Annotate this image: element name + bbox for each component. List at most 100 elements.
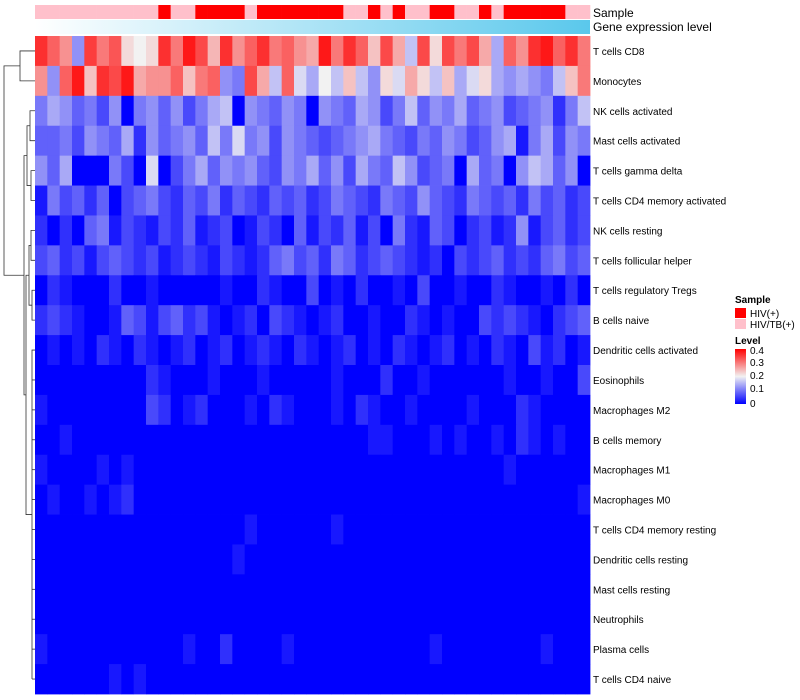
heatmap-cell — [244, 604, 258, 635]
heatmap-cell — [306, 544, 320, 575]
heatmap-cell — [47, 544, 61, 575]
heatmap-cell — [146, 664, 159, 695]
heatmap-cell — [170, 275, 184, 306]
heatmap-cell — [207, 36, 221, 67]
heatmap-cell — [170, 335, 184, 366]
heatmap-cell — [220, 454, 233, 486]
sample-cell — [577, 5, 591, 19]
heatmap-cell — [503, 245, 517, 276]
heatmap-cell — [466, 604, 480, 635]
heatmap-cell — [158, 574, 172, 605]
heatmap-cell — [146, 604, 159, 635]
heatmap-cell — [121, 454, 135, 486]
heatmap-cell — [96, 185, 110, 216]
heatmap-cell — [503, 454, 517, 486]
heatmap-cell — [479, 36, 492, 67]
heatmap-cell — [220, 245, 233, 276]
heatmap-cell — [479, 215, 492, 246]
heatmap-cell — [146, 36, 159, 67]
heatmap-cell — [47, 514, 61, 545]
heatmap-cell — [392, 36, 406, 67]
heatmap-cell — [368, 544, 381, 575]
heatmap-cell — [565, 604, 579, 635]
heatmap-cell — [442, 305, 455, 336]
heatmap-cell — [343, 155, 357, 186]
heatmap-cell — [158, 65, 172, 97]
sample-cell — [59, 5, 73, 19]
heatmap-cell — [466, 394, 480, 426]
heatmap-cell — [121, 514, 135, 545]
heatmap-cell — [47, 65, 61, 97]
heatmap-cell — [158, 305, 172, 336]
heatmap-cell — [195, 484, 209, 515]
heatmap-cell — [516, 574, 529, 605]
heatmap-cell — [59, 574, 73, 605]
heatmap-cell — [72, 604, 85, 635]
sample-cell — [503, 5, 517, 19]
heatmap-cell — [220, 365, 233, 396]
heatmap-cell — [84, 275, 98, 306]
heatmap-cell — [109, 544, 122, 575]
heatmap-cell — [503, 394, 517, 426]
heatmap-cell — [146, 484, 159, 515]
sample-cell — [146, 5, 159, 19]
heatmap-cell — [466, 36, 480, 67]
heatmap-cell — [244, 305, 258, 336]
heatmap-cell — [491, 95, 505, 127]
heatmap-cell — [479, 484, 492, 515]
heatmap-cell — [466, 664, 480, 695]
heatmap-cell — [170, 574, 184, 605]
heatmap-cell — [220, 634, 233, 665]
heatmap-cell — [306, 185, 320, 216]
heatmap-cell — [306, 604, 320, 635]
heatmap-cell — [380, 514, 394, 545]
heatmap-cell — [355, 484, 369, 515]
heatmap-cell — [281, 155, 295, 186]
heatmap-cell — [553, 335, 566, 366]
heatmap-cell — [121, 574, 135, 605]
heatmap-cell — [232, 514, 246, 545]
heatmap-cell — [269, 215, 283, 246]
heatmap-cell — [417, 634, 431, 665]
heatmap-cell — [96, 215, 110, 246]
heatmap-cell — [59, 664, 73, 695]
heatmap-cell — [466, 634, 480, 665]
heatmap-cell — [417, 424, 431, 456]
heatmap-cell — [183, 514, 196, 545]
heatmap-cell — [355, 335, 369, 366]
heatmap-cell — [47, 664, 61, 695]
heatmap-cell — [47, 215, 61, 246]
heatmap-cell — [368, 65, 381, 97]
heatmap-cell — [158, 604, 172, 635]
heatmap-cell — [281, 65, 295, 97]
row-label: NK cells resting — [593, 226, 662, 237]
heatmap-cell — [368, 335, 381, 366]
heatmap-cell — [553, 634, 566, 665]
sample-cell — [429, 5, 443, 19]
heatmap-cell — [170, 664, 184, 695]
heatmap-cell — [146, 275, 159, 306]
heatmap-cell — [72, 514, 85, 545]
heatmap-cell — [318, 335, 332, 366]
heatmap-cell — [306, 275, 320, 306]
heatmap-cell — [454, 185, 468, 216]
heatmap-cell — [170, 634, 184, 665]
heatmap-cell — [565, 245, 579, 276]
heatmap-cell — [158, 394, 172, 426]
heatmap-cell — [405, 365, 418, 396]
heatmap-cell — [318, 36, 332, 67]
heatmap-cell — [244, 484, 258, 515]
heatmap-cell — [343, 365, 357, 396]
heatmap-cell — [429, 185, 443, 216]
heatmap-cell — [146, 95, 159, 127]
heatmap-cell — [158, 454, 172, 486]
heatmap-cell — [380, 484, 394, 515]
heatmap-cell — [503, 36, 517, 67]
heatmap-cell — [343, 394, 357, 426]
heatmap-cell — [417, 454, 431, 486]
heatmap-cell — [355, 125, 369, 157]
heatmap-cell — [72, 215, 85, 246]
heatmap-cell — [281, 664, 295, 695]
heatmap-cell — [47, 634, 61, 665]
heatmap-cell — [380, 65, 394, 97]
